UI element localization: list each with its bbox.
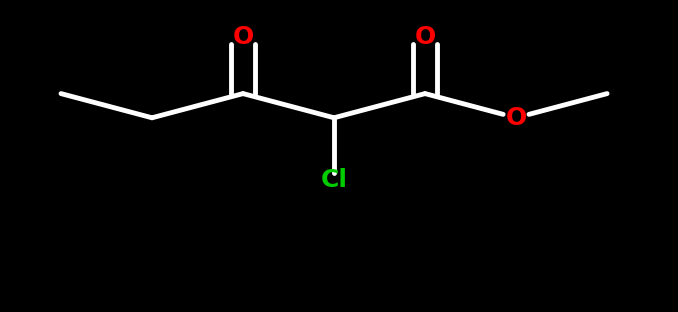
- Text: O: O: [505, 106, 527, 130]
- Text: Cl: Cl: [321, 168, 348, 192]
- Text: O: O: [414, 26, 436, 49]
- Text: O: O: [233, 26, 254, 49]
